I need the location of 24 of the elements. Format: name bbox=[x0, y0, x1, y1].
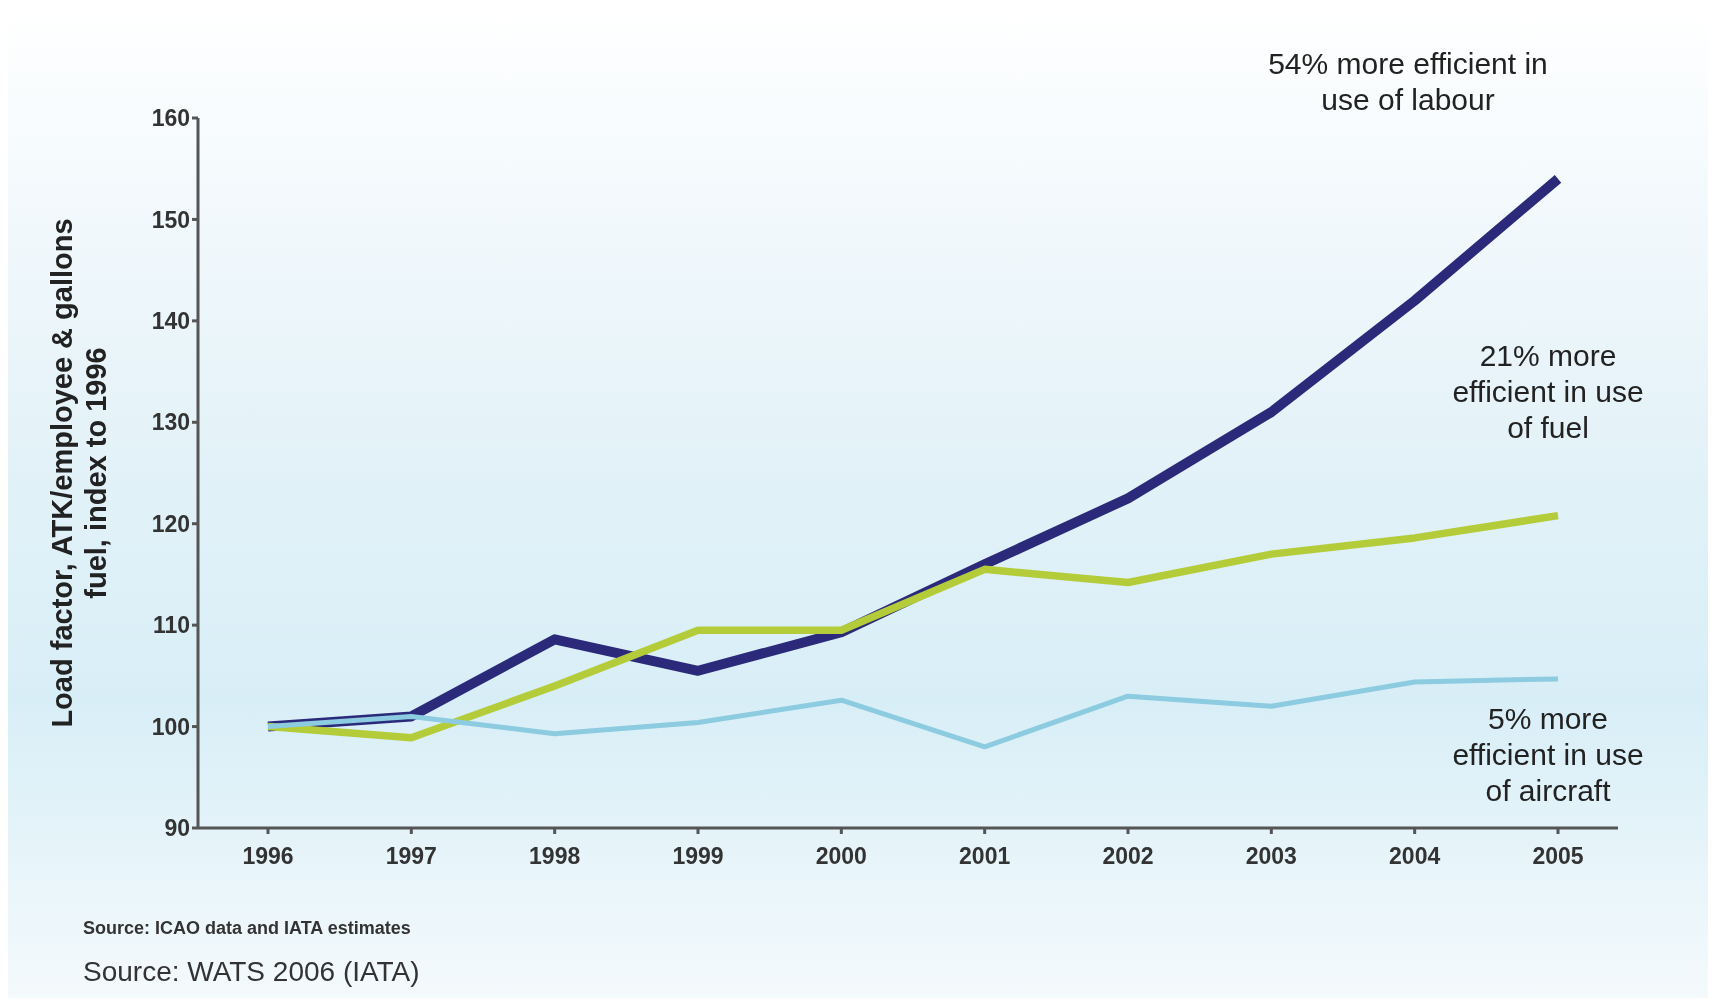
source-note: Source: ICAO data and IATA estimates bbox=[83, 918, 411, 939]
y-tick-label: 120 bbox=[151, 510, 190, 537]
y-tick-label: 140 bbox=[151, 308, 190, 335]
y-axis-title: Load factor, ATK/employee & gallons fuel, index to 1996 bbox=[46, 218, 112, 728]
x-tick-label: 2005 bbox=[1532, 843, 1584, 870]
y-tick-label: 110 bbox=[152, 612, 190, 639]
y-tick-label: 100 bbox=[151, 713, 190, 740]
annotation: 54% more efficient in use of labour bbox=[1268, 46, 1548, 116]
source-note: Source: WATS 2006 (IATA) bbox=[83, 956, 420, 988]
x-tick-label: 1999 bbox=[672, 843, 724, 870]
x-tick-label: 2004 bbox=[1389, 843, 1441, 870]
x-tick-label: 2002 bbox=[1102, 843, 1154, 870]
x-tick-label: 1997 bbox=[385, 843, 437, 870]
y-tick-label: 160 bbox=[151, 105, 190, 132]
annotation: 5% more efficient in use of aircraft bbox=[1452, 701, 1644, 807]
y-tick-label: 130 bbox=[151, 409, 190, 436]
x-tick-label: 1998 bbox=[529, 843, 581, 870]
y-tick-label: 150 bbox=[151, 206, 190, 233]
annotation: 21% more efficient in use of fuel bbox=[1452, 338, 1644, 444]
x-tick-label: 2003 bbox=[1245, 843, 1297, 870]
x-tick-label: 2001 bbox=[959, 843, 1011, 870]
y-tick-label: 90 bbox=[164, 815, 190, 842]
x-tick-label: 2000 bbox=[815, 843, 867, 870]
x-tick-label: 1996 bbox=[242, 843, 294, 870]
